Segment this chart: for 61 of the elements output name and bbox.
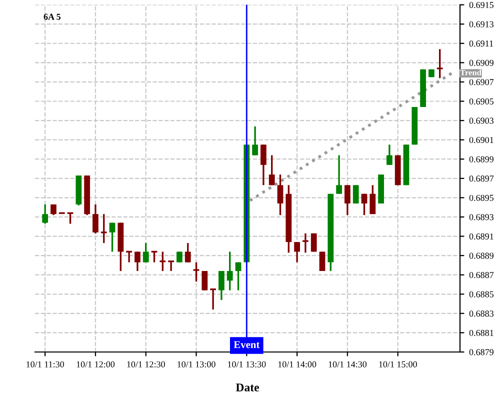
x-tick-label: 10/1 13:00	[178, 361, 216, 368]
x-tick-label: 10/1 12:30	[127, 361, 165, 368]
x-tick-label: 10/1 12:00	[76, 361, 115, 368]
y-tick-label: 0.6883	[469, 310, 494, 317]
x-axis-title: Date	[236, 384, 259, 392]
y-tick-label: 0.6913	[469, 21, 494, 28]
text: 6A 5	[44, 14, 60, 20]
candlestick	[134, 250, 140, 272]
x-tick-label: 10/1 15:00	[379, 361, 417, 368]
candlestick	[260, 144, 266, 186]
y-tick-label: 0.6901	[469, 136, 494, 144]
y-tick-label: 0.6903	[469, 118, 494, 124]
y-tick-label: 0.6897	[469, 176, 494, 182]
y-tick-label: 0.6911	[469, 40, 493, 47]
candlestick	[42, 204, 48, 225]
candlestick	[235, 261, 242, 292]
candlestick	[252, 125, 258, 156]
candlestick	[176, 250, 182, 264]
candlestick	[125, 250, 133, 264]
y-tick-label: 0.6889	[469, 252, 494, 259]
candlestick	[436, 48, 444, 79]
candlestick	[302, 232, 310, 254]
candlestick	[336, 154, 342, 195]
candlestick	[386, 144, 392, 166]
x-tick-label: 10/1 14:00	[278, 361, 316, 368]
y-tick-label: 0.6905	[469, 98, 494, 105]
candlestick	[209, 288, 217, 310]
candlestick	[294, 241, 300, 264]
y-tick-label: 0.6915	[469, 2, 494, 8]
y-tick-label: 0.6899	[469, 156, 494, 162]
candlestick	[184, 242, 191, 264]
candlestick	[100, 213, 108, 244]
candlestick	[344, 184, 350, 216]
candlestick	[370, 184, 376, 215]
y-tick-label: 0.6887	[469, 272, 494, 278]
ref-line-label: Event	[234, 341, 260, 348]
y-tick-label: 0.6907	[469, 79, 494, 86]
y-tick-label: 0.6893	[469, 214, 494, 220]
candlestick	[158, 250, 166, 272]
y-tick-label: 0.6881	[469, 330, 494, 336]
candlestick	[268, 154, 275, 186]
y-tick-label: 0.6885	[469, 291, 494, 298]
candlestick	[319, 250, 326, 272]
x-tick-label: 10/1 13:30	[228, 361, 266, 368]
x-tick-label: 10/1 14:30	[328, 361, 367, 368]
candlestick	[92, 204, 98, 234]
candlestick	[109, 222, 116, 253]
y-tick-label: 0.6891	[469, 233, 494, 240]
y-tick-label: 0.6909	[469, 60, 494, 66]
candlestick	[142, 242, 149, 264]
candlestick	[226, 250, 233, 292]
candlestick	[167, 260, 175, 272]
candlestick	[277, 174, 284, 216]
series-label: Trend	[460, 69, 482, 76]
y-tick-label: 0.6879	[469, 349, 494, 356]
candlestick	[218, 270, 224, 301]
candlestick	[361, 192, 368, 216]
candlestick	[202, 270, 208, 292]
y-tick-label: 0.6895	[469, 194, 494, 201]
x-tick-label: 10/1 11:30	[26, 361, 64, 368]
candlestick	[352, 184, 359, 204]
